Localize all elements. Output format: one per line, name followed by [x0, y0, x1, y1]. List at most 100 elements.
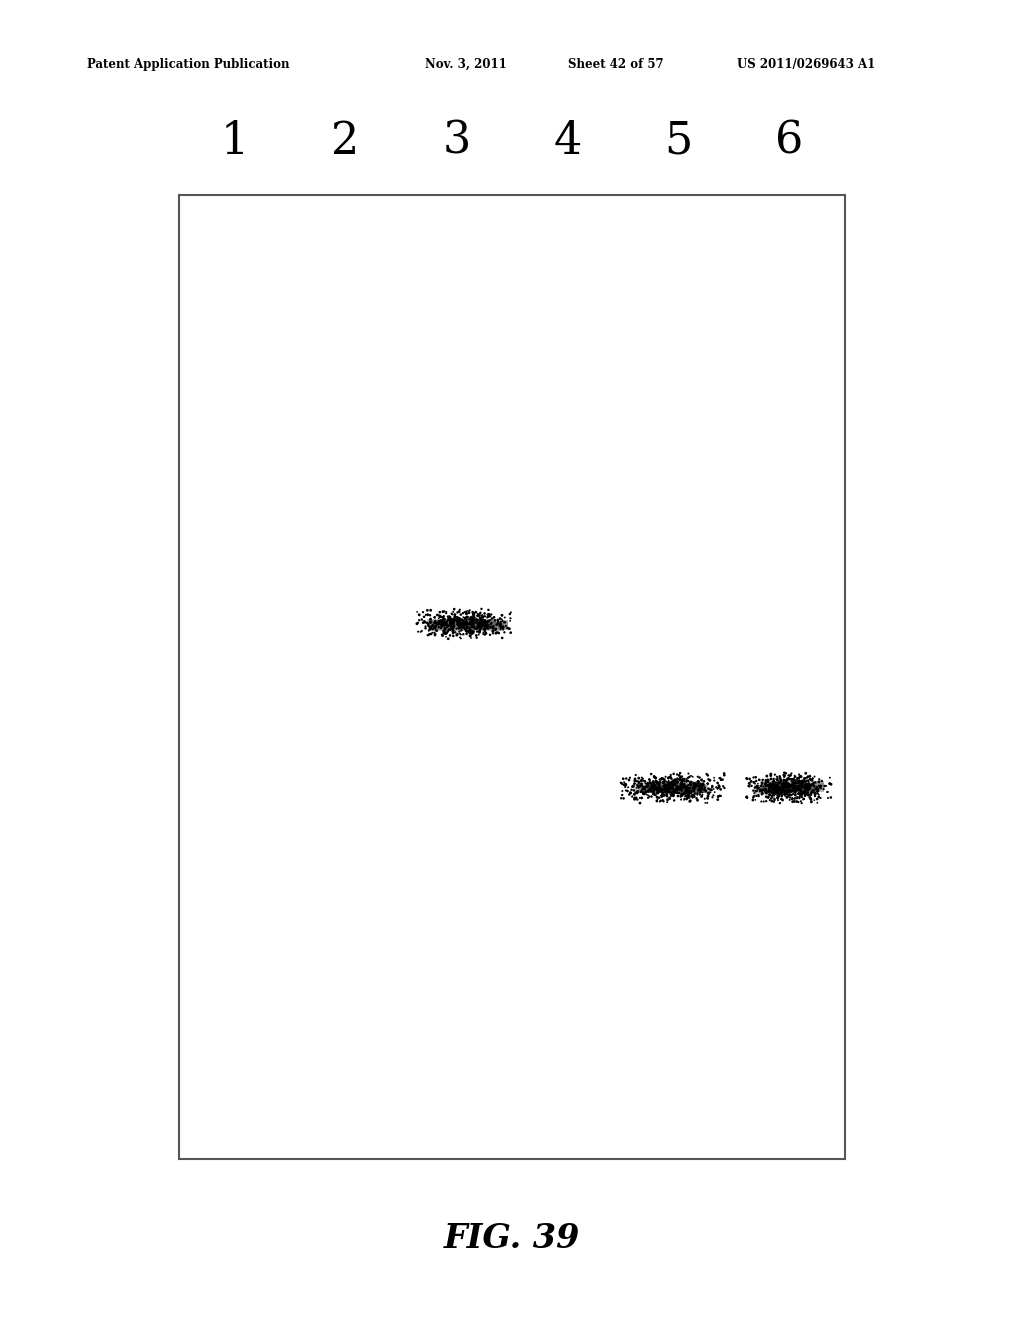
Point — [692, 774, 709, 795]
Point — [803, 784, 819, 805]
Point — [784, 772, 801, 793]
Point — [420, 624, 436, 645]
Point — [440, 607, 457, 628]
Point — [664, 771, 680, 792]
Point — [454, 615, 470, 636]
Point — [485, 615, 502, 636]
Point — [438, 611, 455, 632]
Point — [760, 787, 776, 808]
Point — [477, 610, 494, 631]
Point — [444, 609, 461, 630]
Point — [646, 772, 663, 793]
Point — [765, 768, 781, 789]
Point — [453, 628, 469, 649]
Point — [654, 772, 671, 793]
Point — [780, 764, 797, 785]
Point — [806, 772, 822, 793]
Point — [769, 777, 785, 799]
Point — [648, 779, 665, 800]
Point — [442, 611, 459, 632]
Point — [766, 771, 782, 792]
Point — [679, 777, 695, 799]
Point — [758, 781, 774, 803]
Point — [483, 609, 500, 630]
Point — [689, 775, 706, 796]
Point — [788, 791, 805, 812]
Point — [711, 776, 727, 797]
Point — [670, 779, 686, 800]
Point — [772, 783, 788, 804]
Point — [428, 612, 444, 634]
Point — [627, 774, 643, 795]
Point — [748, 780, 764, 801]
Point — [468, 610, 484, 631]
Point — [625, 776, 641, 797]
Point — [446, 615, 463, 636]
Point — [442, 609, 459, 630]
Text: 3: 3 — [442, 120, 471, 162]
Point — [681, 787, 697, 808]
Point — [460, 607, 476, 628]
Point — [649, 783, 666, 804]
Point — [456, 614, 472, 635]
Point — [431, 611, 447, 632]
Point — [782, 787, 799, 808]
Point — [641, 768, 657, 789]
Point — [454, 614, 470, 635]
Point — [641, 770, 657, 791]
Point — [645, 783, 662, 804]
Point — [662, 788, 678, 809]
Point — [493, 616, 509, 638]
Point — [792, 779, 808, 800]
Point — [691, 776, 708, 797]
Point — [798, 774, 814, 795]
Point — [417, 616, 433, 638]
Point — [802, 774, 818, 795]
Point — [449, 624, 465, 645]
Point — [768, 777, 784, 799]
Point — [436, 622, 453, 643]
Point — [465, 602, 481, 623]
Point — [802, 784, 818, 805]
Point — [645, 772, 662, 793]
Point — [766, 792, 782, 813]
Point — [640, 775, 656, 796]
Point — [811, 771, 827, 792]
Point — [494, 627, 510, 648]
Point — [444, 619, 461, 640]
Point — [495, 618, 511, 639]
Point — [438, 602, 455, 623]
Point — [428, 620, 444, 642]
Point — [673, 774, 689, 795]
Point — [654, 789, 671, 810]
Point — [640, 780, 656, 801]
Point — [664, 772, 680, 793]
Point — [455, 610, 471, 631]
Point — [487, 619, 504, 640]
Point — [492, 612, 508, 634]
Point — [427, 607, 443, 628]
Point — [632, 792, 648, 813]
Point — [466, 618, 482, 639]
Text: 4: 4 — [553, 120, 582, 162]
Point — [781, 781, 798, 803]
Point — [617, 774, 634, 795]
Point — [770, 779, 786, 800]
Point — [656, 775, 673, 796]
Point — [642, 772, 658, 793]
Point — [474, 616, 490, 638]
Point — [658, 776, 675, 797]
Point — [639, 774, 655, 795]
Point — [432, 614, 449, 635]
Point — [766, 788, 782, 809]
Point — [797, 785, 813, 807]
Point — [785, 780, 802, 801]
Point — [796, 781, 812, 803]
Point — [781, 779, 798, 800]
Point — [433, 618, 450, 639]
Point — [763, 774, 779, 795]
Point — [753, 775, 769, 796]
Point — [455, 614, 471, 635]
Point — [435, 623, 452, 644]
Point — [464, 611, 480, 632]
